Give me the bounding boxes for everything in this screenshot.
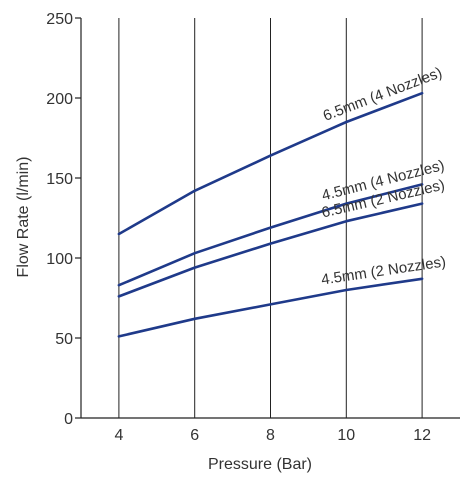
series-label: 6.5mm (4 Nozzles) (321, 64, 445, 125)
y-tick-label: 200 (46, 91, 73, 108)
y-tick-label: 50 (55, 331, 73, 348)
series-line (117, 91, 424, 236)
x-tick-label: 12 (413, 427, 431, 444)
x-axis-title: Pressure (Bar) (208, 456, 312, 473)
series-line (117, 277, 424, 338)
grid-layer (118, 18, 423, 418)
y-tick-label: 100 (46, 251, 73, 268)
series-line (117, 183, 424, 287)
x-tick-label: 4 (114, 427, 123, 444)
axis-layer: 0 50 100 150 200 250 4 6 8 10 12 (46, 11, 460, 444)
y-axis-title: Flow Rate (l/min) (15, 157, 32, 278)
x-tick-label: 8 (266, 427, 275, 444)
series-line (117, 202, 424, 298)
label-layer: 6.5mm (4 Nozzles)4.5mm (4 Nozzles)6.5mm … (320, 64, 447, 288)
y-tick-label: 150 (46, 171, 73, 188)
y-tick-label: 250 (46, 11, 73, 28)
x-tick-label: 6 (190, 427, 199, 444)
series-layer (117, 91, 424, 338)
x-tick-label: 10 (337, 427, 355, 444)
y-tick-label: 0 (64, 411, 73, 428)
